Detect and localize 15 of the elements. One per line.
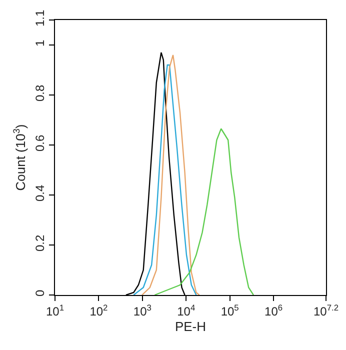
x-tick-label: 10$^{3}$	[133, 302, 152, 318]
y-tick-label: 0	[33, 290, 48, 297]
x-tick-label: 10$^{2}$	[90, 302, 108, 318]
x-tick-label: 10$^{5}$	[220, 302, 240, 318]
x-tick-label: 10$^{6}$	[264, 302, 283, 318]
x-tick-label: 10$^{1}$	[46, 302, 64, 318]
x-tick-label: 10$^{4}$	[177, 302, 196, 318]
x-axis-title: PE-H	[174, 319, 206, 334]
y-tick-label: 0.4	[33, 184, 48, 202]
y-tick-label: 1	[33, 40, 48, 47]
y-tick-label: 0.8	[33, 84, 48, 102]
y-tick-label: 0.2	[33, 234, 48, 252]
x-tick-label: 10$^{7.2}$	[313, 302, 339, 318]
y-tick-label: 0.6	[33, 134, 48, 152]
y-tick-label: 1.1	[33, 10, 48, 27]
